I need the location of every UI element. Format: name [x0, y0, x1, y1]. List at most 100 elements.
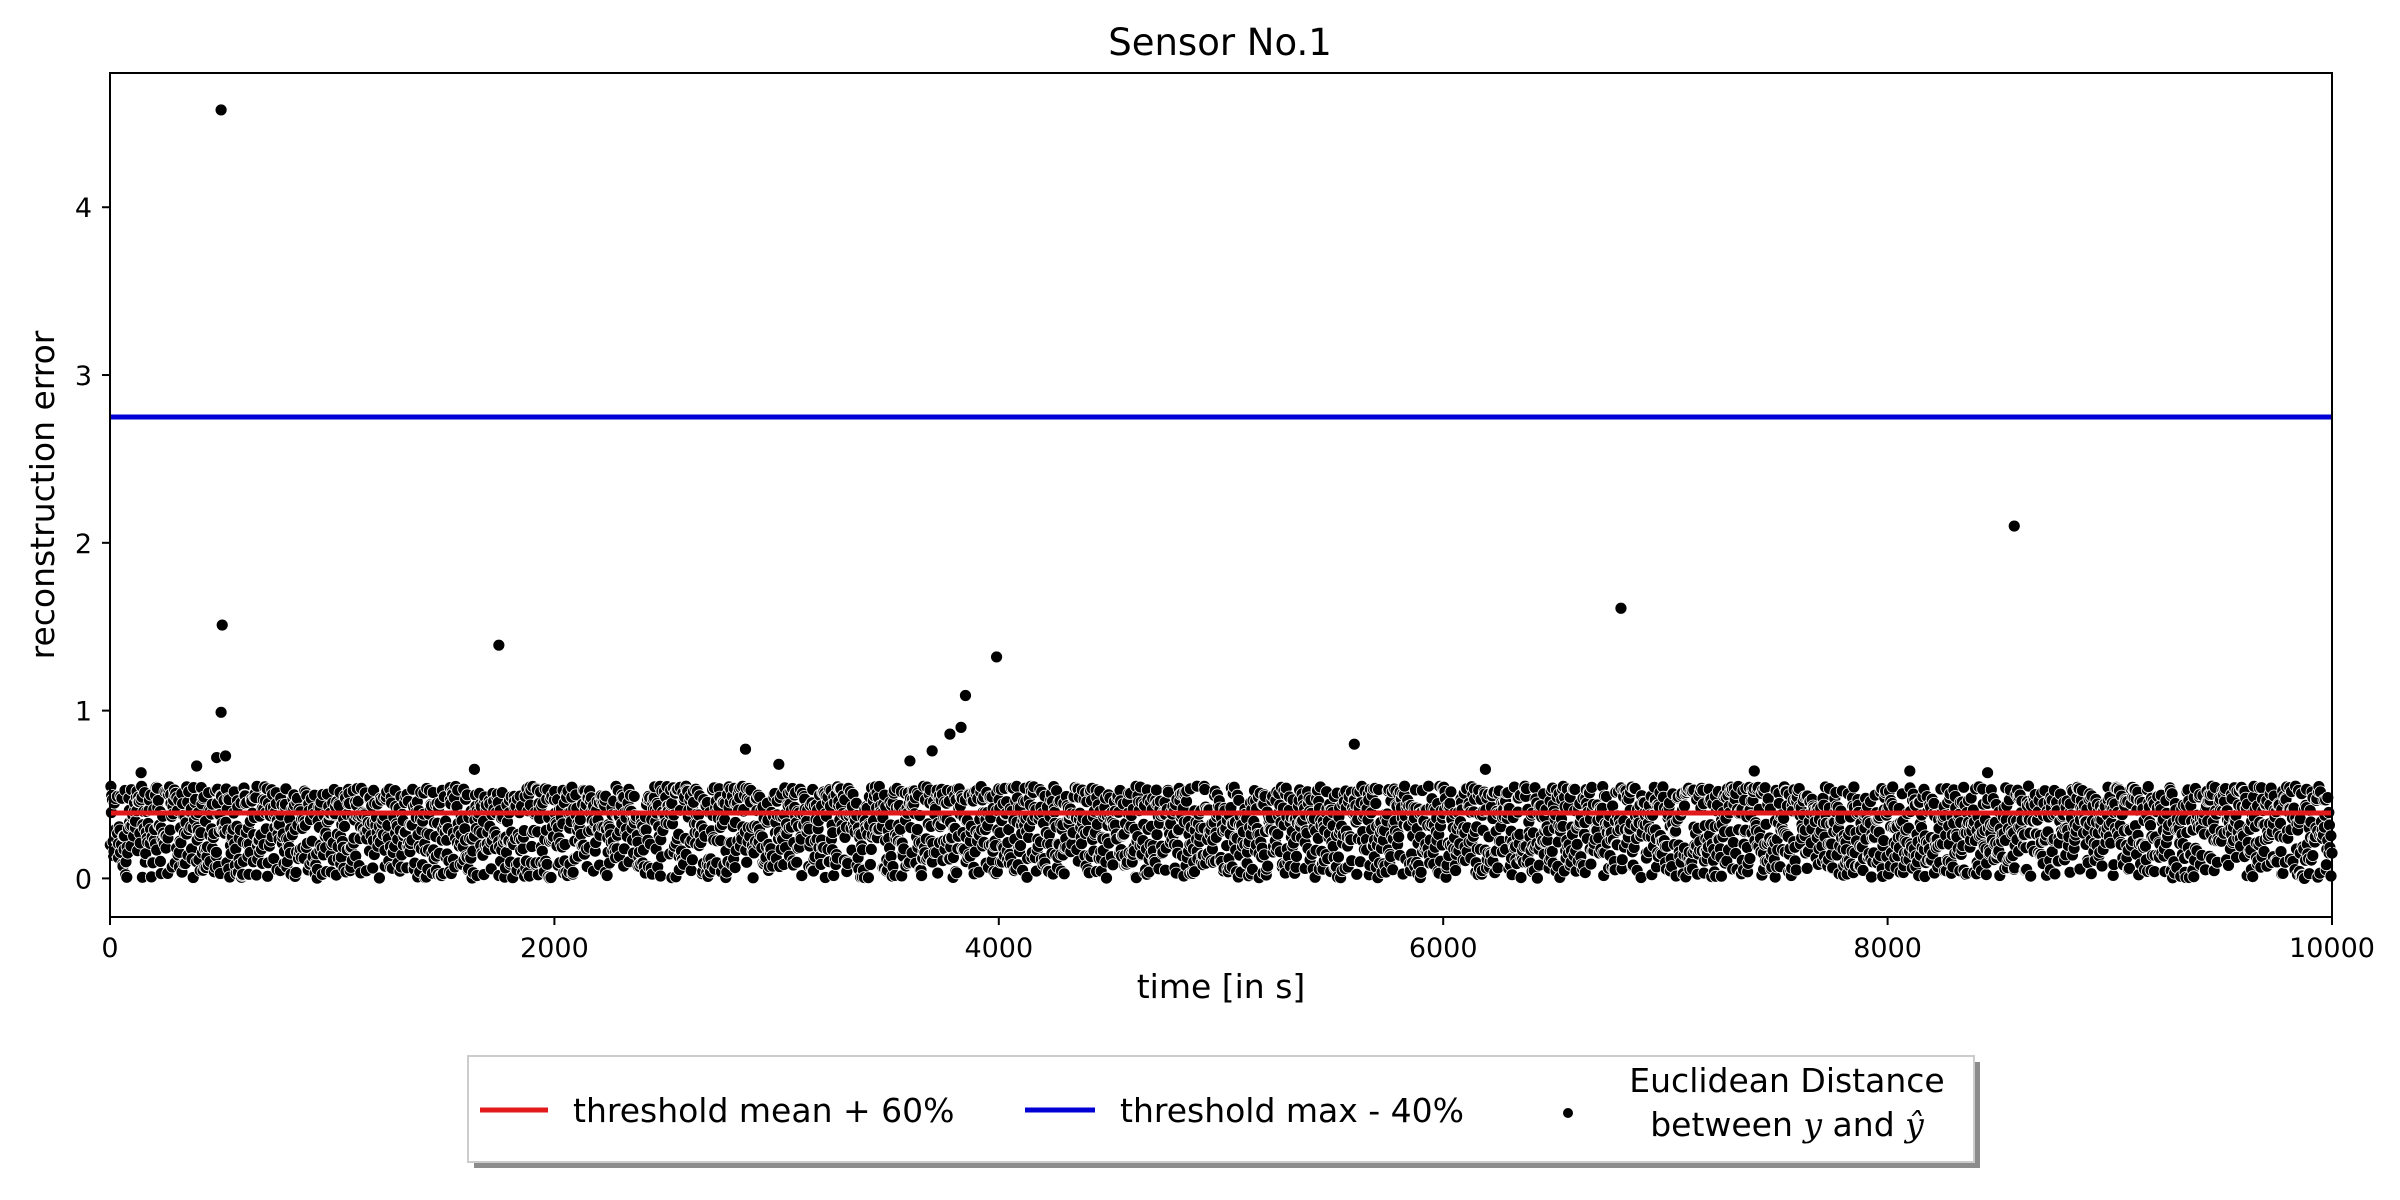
- scatter-point: [1422, 779, 1435, 793]
- scatter-point: [1392, 830, 1406, 844]
- scatter-point-outlier: [925, 744, 939, 758]
- scatter-point: [1877, 834, 1891, 847]
- scatter-point: [1414, 865, 1428, 879]
- scatter-point-outlier: [954, 720, 968, 734]
- scatter-point: [2084, 867, 2098, 881]
- scatter-point: [2306, 849, 2320, 862]
- scatter-point: [864, 858, 877, 871]
- legend-swatch-euclidean-distance: [1563, 1108, 1573, 1118]
- scatter-point: [1106, 858, 1120, 872]
- legend-label-threshold-max: threshold max - 40%: [1120, 1091, 1464, 1130]
- scatter-point: [1100, 871, 1113, 885]
- scatter-point: [1865, 870, 1878, 884]
- scatter-point: [372, 871, 386, 885]
- scatter-point: [1449, 864, 1462, 877]
- scatter-point-outlier: [943, 727, 957, 741]
- scatter-point: [910, 823, 924, 836]
- scatter-point-outlier: [492, 638, 506, 652]
- scatter-point: [1491, 861, 1505, 875]
- scatter-point-outlier: [739, 742, 752, 756]
- x-tick-label: 8000: [1853, 933, 1922, 964]
- x-tick-label: 6000: [1409, 933, 1478, 964]
- scatter-point: [600, 869, 614, 882]
- chart-title: Sensor No.1: [1108, 21, 1332, 64]
- scatter-point: [746, 871, 760, 885]
- scatter-point: [2322, 818, 2336, 832]
- scatter-point: [1398, 779, 1411, 793]
- scatter-point-outlier: [1981, 766, 1994, 780]
- scatter-point: [1615, 853, 1629, 867]
- scatter-point: [544, 871, 558, 884]
- scatter-point-outlier: [214, 705, 228, 719]
- scatter-point-outlier: [903, 754, 917, 768]
- scatter-point: [1150, 828, 1164, 841]
- scatter-point-outlier: [1614, 601, 1628, 615]
- scatter-point-outlier: [134, 766, 148, 780]
- x-tick-label: 2000: [520, 933, 589, 964]
- threshold-lines: [110, 414, 2332, 816]
- scatter-point-outlier: [772, 757, 786, 771]
- scatter-point: [2276, 867, 2290, 880]
- scatter-point-outlier: [190, 759, 204, 773]
- scatter-point: [915, 869, 928, 882]
- x-tick-label: 10000: [2289, 933, 2375, 964]
- scatter-point: [1369, 797, 1383, 810]
- scatter-point: [950, 866, 964, 880]
- scatter-point: [163, 823, 177, 837]
- scatter-point: [1585, 781, 1599, 794]
- scatter-point: [862, 871, 875, 885]
- scatter-point: [1847, 780, 1861, 794]
- scatter-point: [1057, 867, 1071, 881]
- scatter-point: [2144, 819, 2157, 832]
- scatter-point: [1444, 785, 1458, 799]
- scatter-point: [864, 843, 878, 856]
- scatter-point: [261, 869, 275, 883]
- scatter-point: [153, 855, 167, 868]
- scatter-point-outlier: [468, 762, 481, 776]
- scatter-point-outlier: [1347, 737, 1361, 751]
- scatter-point: [289, 866, 303, 879]
- scatter-point: [627, 790, 641, 803]
- scatter-point: [1350, 867, 1364, 881]
- scatter-point-outlier: [959, 689, 972, 702]
- x-tick-label: 4000: [964, 933, 1033, 964]
- scatter-point: [1979, 868, 1993, 881]
- scatter-point-outlier: [219, 749, 232, 763]
- scatter-point: [573, 813, 587, 827]
- scatter-point: [931, 866, 945, 880]
- scatter-point: [1800, 862, 1814, 875]
- scatter-point: [1290, 850, 1303, 863]
- scatter-point: [2106, 869, 2120, 882]
- scatter-points: [103, 103, 2339, 885]
- scatter-point-outlier: [1479, 762, 1492, 776]
- y-tick-label: 4: [75, 193, 92, 224]
- scatter-point: [827, 869, 841, 882]
- scatter-point: [1789, 863, 1803, 877]
- x-tick-label: 0: [101, 933, 118, 964]
- scatter-point: [540, 857, 554, 871]
- scatter-point: [1261, 859, 1275, 873]
- scatter-point: [2187, 870, 2201, 884]
- scatter-point: [1531, 871, 1544, 885]
- scatter-point: [2141, 780, 2155, 793]
- scatter-point: [1514, 871, 1528, 884]
- scatter-point: [728, 861, 742, 874]
- scatter-point-outlier: [1747, 764, 1761, 778]
- legend-label-euclidean-line2: between y and ŷ: [1650, 1105, 1924, 1144]
- x-axis-label: time [in s]: [1137, 967, 1306, 1006]
- y-tick-label: 1: [75, 697, 92, 728]
- scatter-point: [1727, 836, 1740, 849]
- y-tick-label: 0: [75, 864, 92, 895]
- scatter-point: [1150, 783, 1163, 797]
- scatter-point: [566, 865, 580, 879]
- scatter-point: [366, 861, 380, 875]
- scatter-point: [1634, 871, 1648, 884]
- scatter-point: [2095, 859, 2109, 873]
- y-tick-label: 2: [75, 529, 92, 560]
- scatter-point-outlier: [215, 618, 229, 632]
- scatter-point: [2048, 867, 2062, 881]
- scatter-point: [684, 864, 698, 877]
- scatter-point: [2324, 829, 2338, 843]
- scatter-point: [790, 855, 804, 869]
